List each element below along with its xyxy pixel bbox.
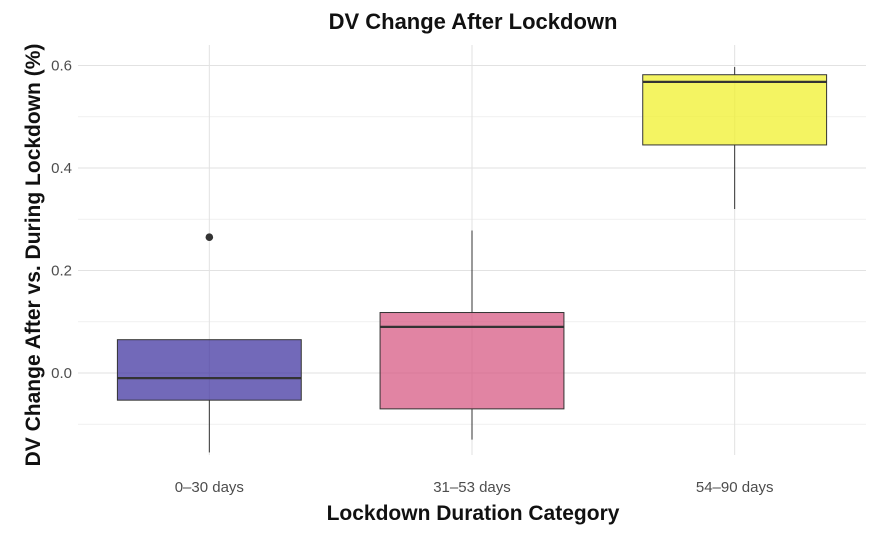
box-group [116,233,302,453]
y-tick-label: 0.0 [51,365,72,382]
y-tick-label: 0.4 [51,160,72,177]
outlier-point [205,233,214,241]
boxes [116,67,828,453]
y-tick-label: 0.6 [51,58,72,75]
x-axis-title: Lockdown Duration Category [327,502,620,525]
y-tick-label: 0.2 [51,263,72,280]
x-tick-label: 0–30 days [175,479,244,496]
box-group [379,230,565,440]
x-tick-label: 54–90 days [696,479,774,496]
tick-labels: 0.0 0.2 0.4 0.6 0–30 days 31–53 days 54–90 day… [51,58,773,497]
iqr-box [642,74,828,146]
iqr-box [116,339,302,401]
box-group [642,67,828,209]
x-tick-label: 31–53 days [433,479,511,496]
chart-title: DV Change After Lockdown [329,9,618,34]
iqr-box [379,312,565,410]
y-axis-title: DV Change After vs. During Lockdown (%) [22,44,45,467]
